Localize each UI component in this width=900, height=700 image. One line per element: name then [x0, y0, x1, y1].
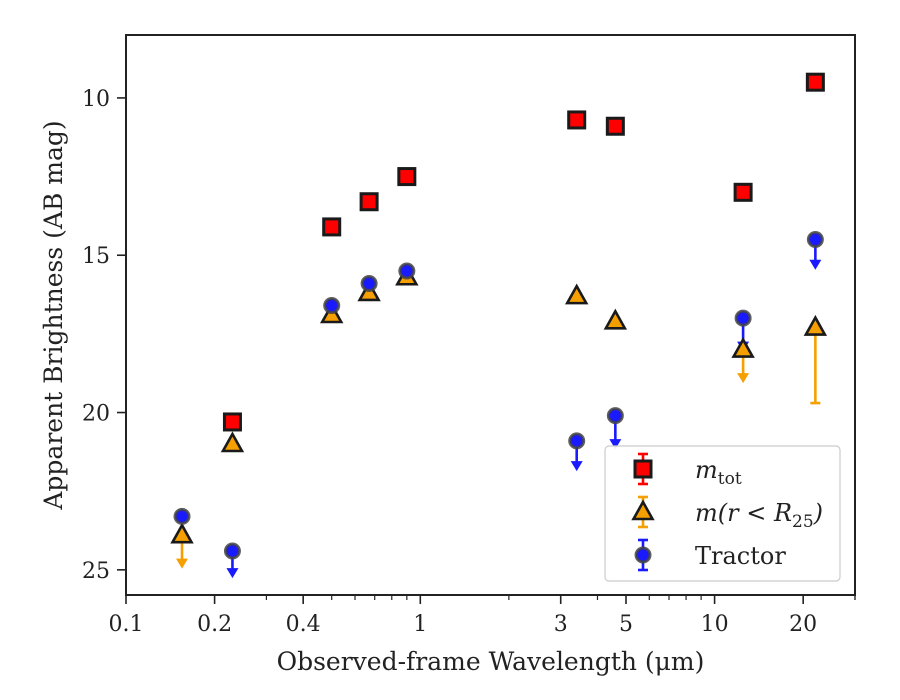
triangle-marker [803, 314, 828, 336]
circle-marker [173, 507, 191, 525]
square-marker [222, 412, 242, 432]
triangle-marker [564, 283, 589, 305]
upper-limit-arrow [809, 259, 822, 270]
x-axis-label: Observed-frame Wavelength (μm) [277, 647, 705, 676]
legend-triangle-marker [631, 499, 655, 521]
x-tick-label: 10 [701, 612, 729, 637]
triangle-marker [731, 336, 755, 358]
y-axis-label: Apparent Brightness (AB mag) [39, 120, 68, 510]
legend-circle-marker [634, 546, 652, 564]
x-tick-label: 20 [789, 612, 817, 637]
square-marker [733, 182, 753, 202]
circle-marker [568, 432, 586, 450]
legend-box [604, 445, 841, 582]
triangle-marker [170, 522, 194, 544]
x-tick-label: 5 [619, 612, 633, 637]
x-tick-label: 0.4 [286, 612, 321, 637]
square-marker [359, 192, 379, 212]
axis-ticks: 0.1 0.2 0.4 1 3 5 10 20 10 15 20 25 [82, 87, 856, 637]
upper-limit-arrow [737, 373, 750, 384]
triangle-marker [220, 431, 245, 453]
circle-marker [360, 275, 378, 293]
legend: mtot m(r < R25) Tractor [604, 445, 841, 582]
legend-square-marker [633, 459, 653, 479]
legend-label: m(r < R25) [695, 499, 823, 532]
x-tick-label: 1 [413, 612, 427, 637]
upper-limit-arrow [609, 439, 622, 450]
circle-marker [398, 262, 416, 280]
upper-limit-arrow [176, 558, 189, 569]
square-marker [322, 217, 342, 237]
square-marker [605, 116, 625, 136]
legend-label: Tractor [695, 542, 786, 570]
y-tick-label: 15 [82, 244, 110, 269]
x-tick-label: 3 [554, 612, 568, 637]
square-marker [397, 167, 417, 187]
circle-marker [223, 542, 241, 560]
y-tick-label: 10 [82, 87, 110, 112]
upper-limit-arrow [570, 461, 583, 472]
upper-limit-arrow [226, 568, 239, 579]
square-marker [805, 72, 825, 92]
plot-area [125, 34, 856, 596]
circle-marker [806, 230, 824, 248]
circle-marker [606, 407, 624, 425]
plot-frame [125, 34, 856, 596]
square-marker [567, 110, 587, 130]
circle-marker [734, 309, 752, 327]
data-markers [170, 72, 828, 560]
x-tick-label: 0.2 [197, 612, 232, 637]
y-tick-label: 25 [82, 559, 110, 584]
triangle-marker [603, 308, 628, 330]
x-tick-label: 0.1 [109, 612, 144, 637]
legend-label: mtot [695, 456, 742, 489]
circle-marker [323, 297, 341, 315]
y-tick-label: 20 [82, 402, 110, 427]
